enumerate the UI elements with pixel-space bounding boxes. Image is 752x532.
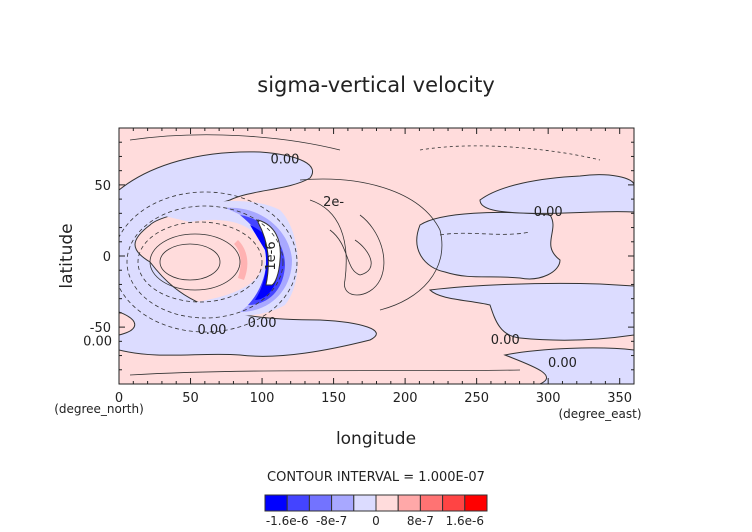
contour-label: 0.00: [534, 205, 563, 220]
contour-lines: [119, 134, 601, 376]
x-tick-label: 200: [393, 391, 418, 406]
x-tick-label: 100: [250, 391, 275, 406]
colorbar-swatch: [375, 494, 399, 512]
colorbar: [264, 494, 488, 512]
contour-label: 0.00: [83, 335, 112, 350]
colorbar-swatch: [419, 494, 444, 512]
colorbar-swatch: [264, 494, 288, 512]
contour-label: 1e-6: [264, 241, 279, 270]
x-tick-label: 300: [536, 391, 561, 406]
colorbar-swatch: [308, 494, 333, 512]
y-units-label: (degree_north): [54, 402, 144, 416]
plot-area: [119, 128, 634, 384]
colorbar-tick-labels: -1.6e-6 -8e-7 0 8e-7 1.6e-6: [266, 514, 484, 528]
x-tick-label: 150: [321, 391, 346, 406]
contour-label: 2e-: [323, 195, 344, 210]
colorbar-tick-label: 8e-7: [407, 514, 434, 528]
colorbar-swatch: [331, 494, 355, 512]
axes: 0 50 100 150 200 250 300 350 -50 0 50: [90, 127, 635, 406]
contour-label: 0.00: [248, 316, 277, 331]
colorbar-swatch: [397, 494, 421, 512]
x-tick-label: 350: [607, 391, 632, 406]
contour-label: 0.00: [198, 323, 227, 338]
colorbar-tick-label: -8e-7: [316, 514, 347, 528]
contour-label: 0.00: [491, 333, 520, 348]
negative-region-east-3: [428, 282, 634, 341]
colorbar-swatch: [442, 494, 466, 512]
colorbar-tick-label: 0: [372, 514, 380, 528]
colorbar-swatch: [464, 494, 488, 512]
colorbar-swatch: [286, 494, 310, 512]
y-tick-label: 50: [94, 179, 111, 194]
x-tick-label: 250: [464, 391, 489, 406]
colorbar-tick-label: 1.6e-6: [446, 514, 484, 528]
negative-region-east-1: [416, 211, 561, 280]
contour-label: 0.00: [270, 153, 299, 168]
contour-interval-text: CONTOUR INTERVAL = 1.000E-07: [267, 470, 485, 485]
colorbar-swatch: [353, 494, 377, 512]
y-tick-label: -50: [90, 321, 111, 336]
x-tick-label: 50: [182, 391, 199, 406]
chart-title: sigma-vertical velocity: [257, 73, 495, 97]
y-axis-label: latitude: [57, 223, 77, 288]
contour-labels: 0.00 0.00 0.00 0.00 0.00 0.00 0.00 2e- 1e-6: [83, 153, 577, 371]
negative-region-east-2: [479, 174, 634, 214]
x-tick-label: 0: [115, 391, 123, 406]
y-tick-label: 0: [103, 250, 111, 265]
contour-label: 0.00: [548, 356, 577, 371]
colorbar-tick-label: -1.6e-6: [266, 514, 309, 528]
x-axis-label: longitude: [336, 429, 416, 449]
x-units-label: (degree_east): [558, 407, 641, 421]
positive-region-core: [234, 240, 248, 280]
